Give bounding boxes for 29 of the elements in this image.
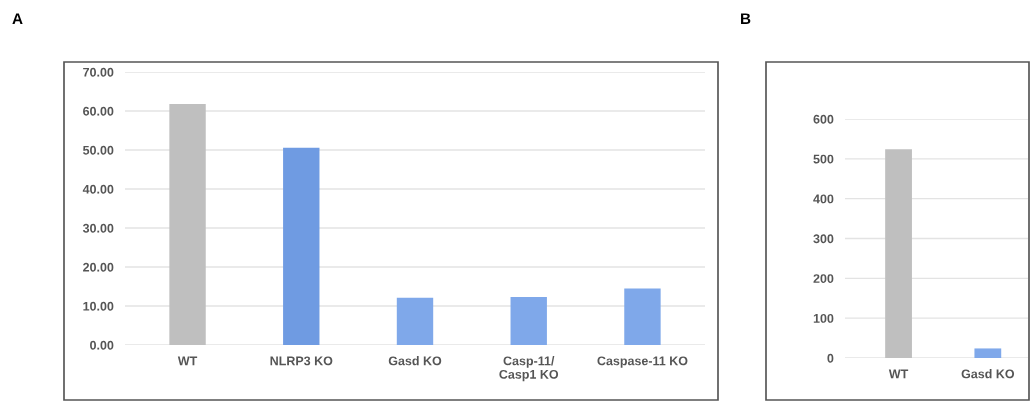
y-tick-label: 70.00 [83,67,114,77]
x-tick-label: Caspase-11 KO [597,356,688,368]
bar [510,297,547,345]
y-tick-label: 200 [813,274,834,283]
y-tick-label: 0 [827,353,834,363]
bar [396,297,434,345]
bar [169,103,206,345]
bar [283,147,320,345]
chart-title: B [741,13,751,24]
chart-title: A [12,13,23,24]
bar [624,288,661,345]
y-tick-label: 50.00 [83,145,114,155]
y-tick-label: 500 [813,154,834,164]
y-tick-label: 400 [813,194,834,204]
y-tick-label: 0.00 [90,340,114,350]
y-tick-label: 100 [813,313,834,323]
y-tick-label: 300 [813,234,834,244]
y-tick-label: 600 [813,114,834,124]
x-tick-label: Gasd KO [961,369,1015,379]
y-tick-label: 30.00 [82,223,114,233]
y-tick-label: 10.00 [83,301,114,311]
y-tick-label: 60.00 [83,106,114,116]
x-tick-label: NLRP3 KO [270,356,333,366]
x-tick-label: WT [888,369,909,379]
y-tick-label: 20.00 [83,262,114,272]
x-tick-label: WT [177,356,198,366]
y-tick-label: 40.00 [82,184,114,194]
x-tick-label: Gasd KO [388,356,442,366]
x-tick-label: Casp-11/ Casp1 KO [499,356,559,382]
